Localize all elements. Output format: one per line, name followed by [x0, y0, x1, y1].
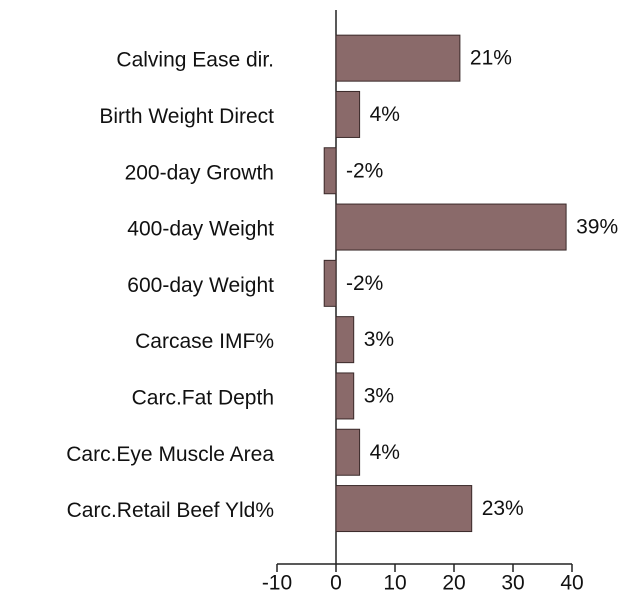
y-tick-label: Carc.Fat Depth — [132, 386, 274, 409]
y-tick-label: Calving Ease dir. — [116, 49, 274, 72]
bar — [335, 428, 361, 476]
value-label: -2% — [346, 159, 383, 182]
value-label: 4% — [370, 103, 400, 126]
y-tick-label: Carcase IMF% — [135, 330, 274, 353]
value-label: -2% — [346, 272, 383, 295]
bar — [335, 34, 461, 82]
x-tick-label: 10 — [383, 572, 406, 594]
bar — [335, 203, 567, 251]
value-label: 4% — [370, 441, 400, 464]
bar — [335, 90, 361, 138]
bar — [335, 485, 473, 533]
bar — [335, 316, 355, 364]
x-tick-label: 40 — [560, 572, 583, 594]
y-tick-label: Carc.Eye Muscle Area — [66, 443, 274, 466]
x-tick-label: 20 — [442, 572, 465, 594]
value-label: 21% — [470, 47, 512, 70]
y-tick-label: 400-day Weight — [127, 218, 274, 241]
bar — [335, 372, 355, 420]
value-label: 3% — [364, 328, 394, 351]
y-tick-label: Carc.Retail Beef Yld% — [67, 499, 274, 522]
y-tick-label: Birth Weight Direct — [99, 105, 274, 128]
value-label: 39% — [576, 216, 618, 239]
y-tick-label: 200-day Growth — [125, 161, 274, 184]
bar — [323, 259, 337, 307]
value-label: 23% — [482, 497, 524, 520]
y-tick-label: 600-day Weight — [127, 274, 274, 297]
x-tick-label: 0 — [330, 572, 342, 594]
x-tick-label: -10 — [262, 572, 292, 594]
x-tick-label: 30 — [501, 572, 524, 594]
value-label: 3% — [364, 384, 394, 407]
bar — [323, 147, 337, 195]
